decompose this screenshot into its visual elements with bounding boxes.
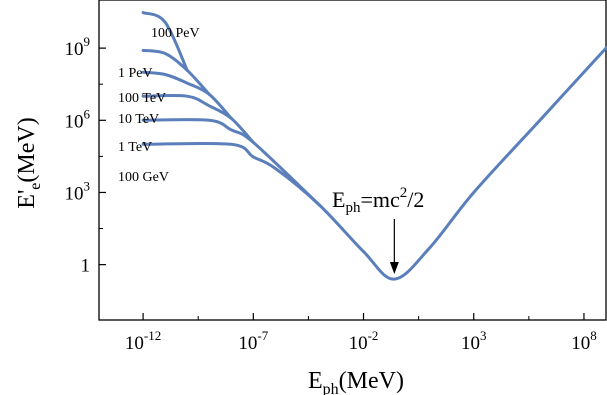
series-line: [141, 48, 211, 96]
series-line: [141, 46, 607, 281]
series-label: 100 GeV: [118, 170, 169, 185]
series-label: 1 TeV: [118, 140, 152, 155]
y-tick-label: 106: [65, 106, 91, 132]
x-tick-label: 108: [571, 328, 597, 354]
y-tick-label: 109: [65, 34, 91, 60]
series-label: 1 PeV: [118, 66, 153, 81]
x-tick-label: 10-12: [125, 328, 161, 354]
series-label: 100 TeV: [118, 91, 166, 106]
y-tick-label: 103: [65, 178, 91, 204]
x-tick-label: 10-7: [238, 328, 268, 354]
x-tick-label: 10-2: [349, 328, 379, 354]
series-label: 10 TeV: [118, 112, 159, 127]
series-line: [141, 11, 189, 72]
y-axis-title: E'e(MeV): [14, 117, 44, 208]
plot-frame: [98, 0, 607, 321]
y-tick-label: 1: [81, 256, 91, 277]
x-tick-label: 103: [461, 328, 487, 354]
x-axis-title: Eph(MeV): [308, 368, 404, 395]
series-line: [141, 118, 321, 207]
series-line: [141, 70, 233, 120]
series-label: 100 PeV: [151, 26, 200, 41]
series-line: [141, 93, 255, 144]
annotation-label: Eph=mc2/2: [332, 185, 424, 216]
annotation-arrowhead: [389, 262, 399, 274]
annotation: Eph=mc2/2: [332, 185, 424, 274]
